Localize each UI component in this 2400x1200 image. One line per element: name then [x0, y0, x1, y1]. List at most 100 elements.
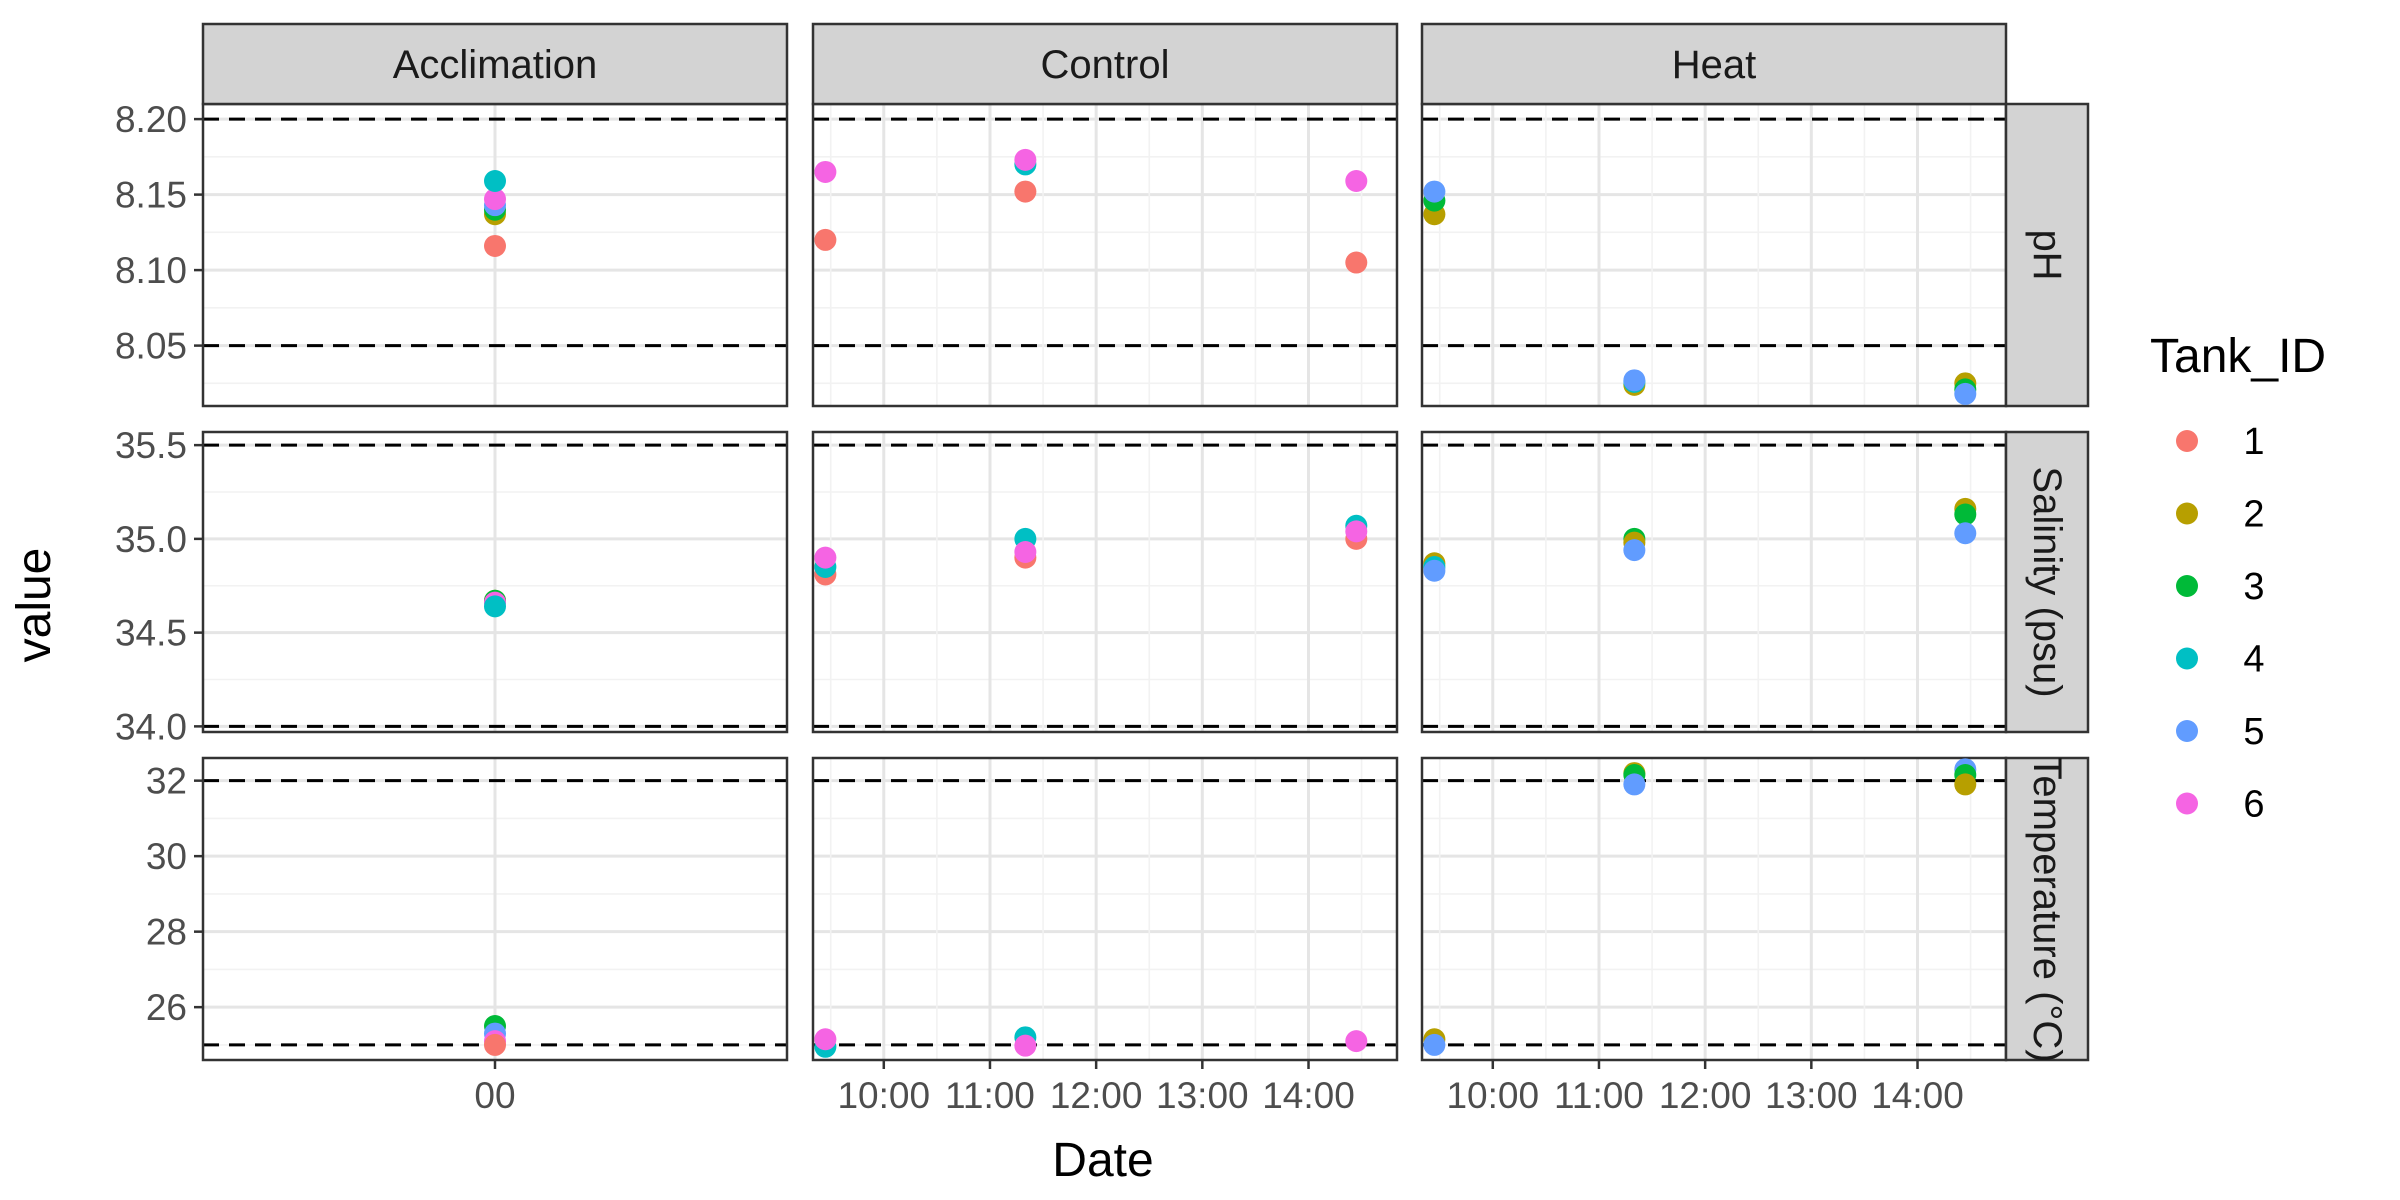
panel-acclimation-temperature-c	[201, 756, 789, 1062]
x-tick-label: 11:00	[1554, 1075, 1644, 1116]
strip-background	[1420, 22, 2008, 106]
data-point-tank-6	[1345, 170, 1368, 193]
data-point-tank-3	[1954, 503, 1977, 526]
column-strip-acclimation: Acclimation	[201, 22, 789, 106]
column-strip-heat: Heat	[1420, 22, 2008, 106]
data-point-tank-6	[1014, 541, 1037, 563]
panel-border	[201, 430, 789, 734]
panels-layer	[201, 102, 2008, 1062]
panel-control-ph	[811, 102, 1399, 408]
panel-heat-salinity-psu	[1420, 430, 2008, 734]
x-tick-label: 12:00	[1659, 1075, 1752, 1116]
legend-item-5: 5	[2176, 711, 2265, 753]
row-strip-ph: pH	[2004, 102, 2090, 408]
x-tick-label: 00	[474, 1075, 515, 1116]
x-tick-label: 11:00	[945, 1075, 1035, 1116]
panel-control-temperature-c	[811, 756, 1399, 1062]
legend-label: 1	[2243, 421, 2264, 463]
data-point-tank-1	[1345, 251, 1368, 274]
x-tick-label: 10:00	[837, 1075, 930, 1116]
legend-item-4: 4	[2176, 639, 2265, 681]
data-point-tank-1	[484, 1033, 506, 1056]
data-point-tank-6	[1014, 148, 1037, 171]
column-strip-label: Heat	[1672, 43, 1757, 87]
legend-label: 3	[2243, 566, 2264, 608]
x-tick-label: 13:00	[1156, 1075, 1249, 1116]
strip-background	[2004, 102, 2090, 408]
row-strip-label: pH	[2025, 229, 2069, 280]
legend-item-6: 6	[2176, 784, 2265, 826]
panel-border	[811, 430, 1399, 734]
panel-heat-ph	[1420, 102, 2008, 408]
x-tick-label: 10:00	[1446, 1075, 1539, 1116]
y-tick-label: 32	[146, 761, 187, 802]
panel-background	[813, 432, 1397, 732]
panel-background	[813, 104, 1397, 406]
data-point-tank-6	[484, 188, 506, 211]
data-point-tank-6	[1345, 1030, 1368, 1053]
row-strip-label: Salinity (psu)	[2025, 466, 2069, 697]
data-point-tank-5	[1623, 539, 1646, 562]
x-tick-label: 14:00	[1871, 1075, 1964, 1116]
legend-label: 4	[2243, 639, 2264, 681]
legend-item-1: 1	[2176, 421, 2265, 463]
panel-control-salinity-psu	[811, 430, 1399, 734]
panel-border	[811, 756, 1399, 1062]
panel-background	[1422, 432, 2006, 732]
data-point-tank-5	[1954, 522, 1977, 545]
data-point-tank-1	[1014, 180, 1037, 203]
panel-acclimation-ph	[201, 102, 789, 408]
data-point-tank-6	[814, 546, 837, 569]
panel-heat-temperature-c	[1420, 756, 2008, 1062]
strip-background	[811, 22, 1399, 106]
y-tick-label: 30	[146, 836, 187, 877]
legend-label: 5	[2243, 711, 2264, 753]
data-point-tank-6	[1014, 1034, 1037, 1057]
legend: Tank_ID 1 2 3 4 5 6	[2150, 330, 2326, 826]
legend-swatch	[2176, 430, 2198, 452]
data-point-tank-6	[814, 1028, 837, 1051]
legend-swatch	[2176, 647, 2198, 670]
column-strip-label: Control	[1041, 43, 1170, 87]
column-strip-label: Acclimation	[393, 43, 598, 87]
panel-background	[813, 758, 1397, 1060]
legend-item-2: 2	[2176, 494, 2265, 536]
x-tick-label: 13:00	[1765, 1075, 1858, 1116]
data-point-tank-6	[1345, 520, 1368, 543]
y-tick-label: 8.20	[115, 99, 187, 140]
axes-layer: 8.05 8.10 8.15 8.20 34.0 34.5 35.0 35.5 26 28 30 32…	[115, 99, 1964, 1116]
strip-background	[2004, 430, 2090, 734]
column-strip-control: Control	[811, 22, 1399, 106]
data-point-tank-5	[1423, 180, 1446, 203]
legend-swatch	[2176, 792, 2198, 815]
y-tick-label: 35.5	[115, 425, 187, 466]
data-point-tank-5	[1954, 382, 1977, 405]
x-tick-label: 12:00	[1050, 1075, 1143, 1116]
panel-background	[1422, 104, 2006, 406]
data-point-tank-1	[484, 234, 506, 257]
y-tick-label: 8.15	[115, 175, 187, 216]
y-tick-label: 34.5	[115, 613, 187, 654]
panel-acclimation-salinity-psu	[201, 430, 789, 734]
data-point-tank-5	[1423, 1033, 1446, 1056]
panel-background	[1422, 758, 2006, 1060]
strips-layer: Acclimation Control Heat pH Salinity (psu) Te…	[201, 22, 2090, 1062]
y-axis-title: value	[8, 548, 61, 663]
y-tick-label: 8.05	[115, 326, 187, 367]
y-tick-label: 28	[146, 912, 187, 953]
data-point-tank-6	[814, 160, 837, 183]
data-point-tank-2	[1954, 773, 1977, 796]
y-tick-label: 26	[146, 987, 187, 1028]
legend-label: 2	[2243, 494, 2264, 536]
legend-label: 6	[2243, 784, 2264, 826]
data-point-tank-5	[1423, 559, 1446, 582]
y-tick-label: 8.10	[115, 250, 187, 291]
y-tick-label: 35.0	[115, 519, 187, 560]
data-point-tank-4	[484, 595, 506, 618]
legend-swatch	[2176, 575, 2198, 597]
data-point-tank-4	[484, 170, 506, 193]
row-strip-salinity-psu: Salinity (psu)	[2004, 430, 2090, 734]
x-tick-label: 14:00	[1262, 1075, 1355, 1116]
legend-title: Tank_ID	[2150, 330, 2326, 383]
